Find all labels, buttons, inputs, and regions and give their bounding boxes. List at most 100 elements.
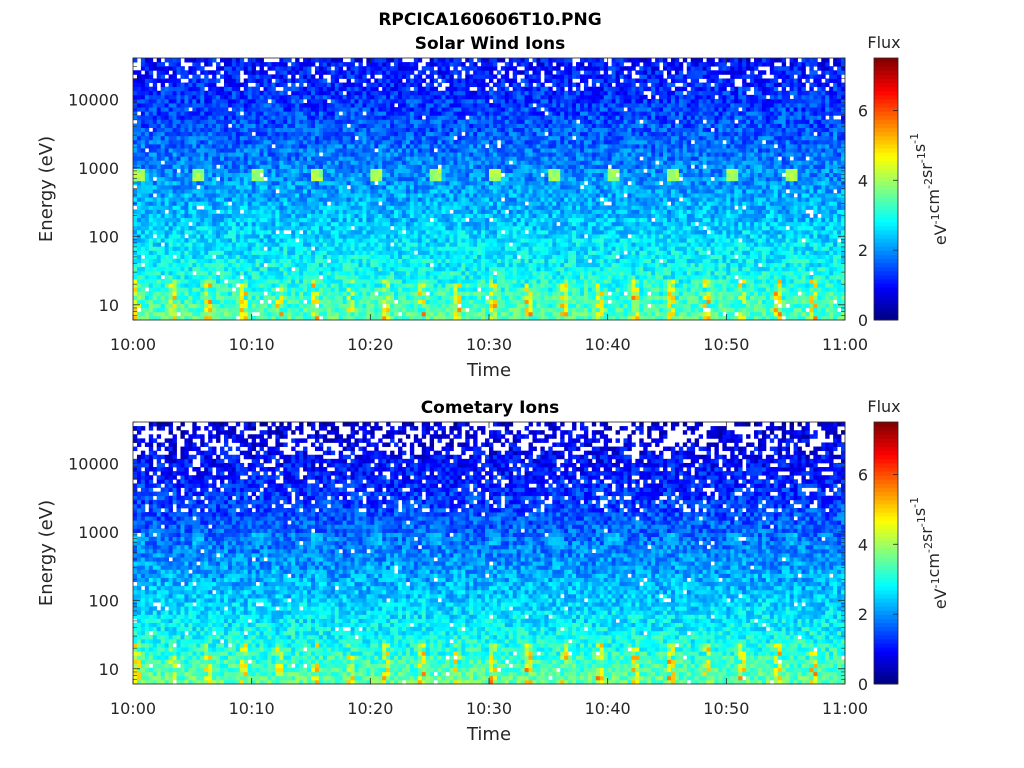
heatmap-cell bbox=[449, 238, 453, 242]
heatmap-cell bbox=[691, 226, 695, 230]
heatmap-cell bbox=[291, 234, 295, 238]
heatmap-cell bbox=[798, 250, 802, 254]
heatmap-cell bbox=[655, 267, 659, 271]
heatmap-cell bbox=[347, 201, 351, 205]
heatmap-cell bbox=[647, 263, 651, 267]
heatmap-cell bbox=[750, 205, 754, 209]
heatmap-cell bbox=[695, 226, 699, 230]
heatmap-cell bbox=[461, 312, 465, 316]
heatmap-cell bbox=[489, 250, 493, 254]
heatmap-cell bbox=[414, 242, 418, 246]
heatmap-cell bbox=[667, 271, 671, 275]
heatmap-cell bbox=[386, 308, 390, 312]
heatmap-cell bbox=[616, 218, 620, 222]
heatmap-cell bbox=[596, 279, 600, 283]
heatmap-cell bbox=[679, 234, 683, 238]
heatmap-cell bbox=[544, 246, 548, 250]
heatmap-cell bbox=[592, 230, 596, 234]
heatmap-cell bbox=[232, 275, 236, 279]
heatmap-cell bbox=[766, 209, 770, 213]
heatmap-cell bbox=[153, 242, 157, 246]
heatmap-cell bbox=[513, 222, 517, 226]
heatmap-cell bbox=[335, 242, 339, 246]
heatmap-cell bbox=[829, 263, 833, 267]
heatmap-cell bbox=[232, 205, 236, 209]
heatmap-cell bbox=[691, 218, 695, 222]
heatmap-cell bbox=[236, 279, 240, 283]
heatmap-cell bbox=[726, 238, 730, 242]
heatmap-cell bbox=[821, 304, 825, 308]
heatmap-cell bbox=[461, 238, 465, 242]
heatmap-cell bbox=[750, 308, 754, 312]
heatmap-cell bbox=[327, 250, 331, 254]
heatmap-cell bbox=[659, 271, 663, 275]
heatmap-cell bbox=[568, 308, 572, 312]
heatmap-cell bbox=[331, 271, 335, 275]
heatmap-cell bbox=[683, 218, 687, 222]
heatmap-cell bbox=[188, 209, 192, 213]
heatmap-cell bbox=[248, 218, 252, 222]
heatmap-cell bbox=[794, 300, 798, 304]
heatmap-cell bbox=[722, 226, 726, 230]
heatmap-cell bbox=[291, 218, 295, 222]
heatmap-cell bbox=[212, 263, 216, 267]
heatmap-cell bbox=[271, 267, 275, 271]
heatmap-cell bbox=[552, 259, 556, 263]
heatmap-cell bbox=[438, 246, 442, 250]
heatmap-cell bbox=[501, 205, 505, 209]
heatmap-cell bbox=[805, 312, 809, 316]
heatmap-cell bbox=[339, 271, 343, 275]
heatmap-cell bbox=[576, 205, 580, 209]
heatmap-cell bbox=[339, 300, 343, 304]
heatmap-cell bbox=[786, 287, 790, 291]
heatmap-cell bbox=[635, 283, 639, 287]
heatmap-cell bbox=[173, 259, 177, 263]
heatmap-cell bbox=[564, 295, 568, 299]
heatmap-cell bbox=[774, 271, 778, 275]
heatmap-cell bbox=[580, 242, 584, 246]
heatmap-cell bbox=[177, 205, 181, 209]
heatmap-cell bbox=[291, 246, 295, 250]
heatmap-cell bbox=[540, 259, 544, 263]
heatmap-cell bbox=[568, 205, 572, 209]
heatmap-cell bbox=[161, 312, 165, 316]
heatmap-cell bbox=[311, 205, 315, 209]
heatmap-cell bbox=[525, 246, 529, 250]
heatmap-cell bbox=[821, 300, 825, 304]
heatmap-cell bbox=[521, 312, 525, 316]
heatmap-cell bbox=[153, 287, 157, 291]
heatmap-cell bbox=[536, 250, 540, 254]
heatmap-cell bbox=[358, 267, 362, 271]
heatmap-cell bbox=[612, 287, 616, 291]
heatmap-cell bbox=[161, 300, 165, 304]
heatmap-cell bbox=[770, 230, 774, 234]
heatmap-cell bbox=[754, 242, 758, 246]
heatmap-cell bbox=[809, 205, 813, 209]
heatmap-cell bbox=[782, 226, 786, 230]
heatmap-cell bbox=[517, 250, 521, 254]
heatmap-cell bbox=[311, 226, 315, 230]
heatmap-cell bbox=[339, 209, 343, 213]
heatmap-cell bbox=[204, 263, 208, 267]
heatmap-cell bbox=[786, 267, 790, 271]
heatmap-cell bbox=[327, 308, 331, 312]
heatmap-cell bbox=[339, 308, 343, 312]
heatmap-cell bbox=[608, 238, 612, 242]
heatmap-cell bbox=[509, 250, 513, 254]
heatmap-cell bbox=[414, 201, 418, 205]
heatmap-cell bbox=[165, 279, 169, 283]
heatmap-cell bbox=[256, 283, 260, 287]
heatmap-cell bbox=[358, 308, 362, 312]
heatmap-cell bbox=[204, 230, 208, 234]
heatmap-cell bbox=[513, 250, 517, 254]
heatmap-cell bbox=[639, 250, 643, 254]
heatmap-cell bbox=[722, 287, 726, 291]
heatmap-cell bbox=[798, 259, 802, 263]
heatmap-cell bbox=[212, 246, 216, 250]
heatmap-cell bbox=[588, 205, 592, 209]
heatmap-cell bbox=[414, 259, 418, 263]
heatmap-cell bbox=[623, 205, 627, 209]
heatmap-cell bbox=[517, 275, 521, 279]
heatmap-cell bbox=[248, 300, 252, 304]
heatmap-cell bbox=[525, 291, 529, 295]
